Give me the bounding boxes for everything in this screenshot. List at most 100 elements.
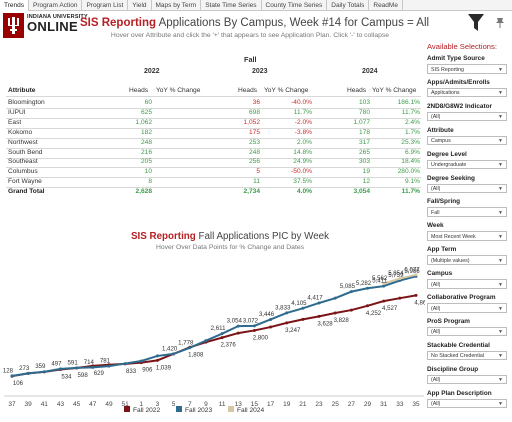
filter-dropdown[interactable]: Undergraduate ▼	[427, 159, 507, 170]
data-point[interactable]	[366, 304, 370, 308]
filter-dropdown[interactable]: (All) ▼	[427, 303, 507, 313]
data-label: 629	[94, 370, 105, 377]
filter-dropdown[interactable]: Applications ▼	[427, 87, 507, 98]
filter-dropdown[interactable]: Fall ▼	[427, 207, 507, 217]
table-row[interactable]: South Bend 216 248 14.8% 265 6.9%	[6, 149, 421, 159]
heads-2023-cell: 36	[252, 99, 260, 106]
data-point[interactable]	[285, 321, 289, 325]
tab-readme[interactable]: ReadMe	[369, 0, 403, 11]
applications-line-chart[interactable]: 37 39 41 43 45 47 49 51 1 3 5 7 9 11 13 15 17 19 21 23 25 27 2…	[0, 255, 425, 422]
grand-total-row: Grand Total 2,628 2,734 4.0% 3,054 11.7%	[6, 188, 421, 198]
tab-county-time-series[interactable]: County Time Series	[262, 0, 328, 11]
data-point[interactable]	[414, 273, 418, 277]
table-row[interactable]: IUPUI 625 698 11.7% 780 11.7%	[6, 109, 421, 119]
data-point[interactable]	[155, 358, 159, 362]
data-point[interactable]	[349, 290, 353, 294]
filter-dropdown[interactable]: (Multiple values) ▼	[427, 255, 507, 265]
x-tick-label: 13	[235, 401, 243, 408]
data-point[interactable]	[42, 370, 46, 374]
filter-label: App Plan Description	[427, 389, 492, 397]
table-row[interactable]: East 1,062 1,052 -2.0% 1,077 2.4%	[6, 119, 421, 129]
tab-yield[interactable]: Yield	[128, 0, 152, 11]
table-row[interactable]: Bloomington 60 36 -40.0% 103 186.1%	[6, 99, 421, 109]
table-row[interactable]: Southeast 205 256 24.9% 303 18.4%	[6, 158, 421, 168]
legend-swatch	[176, 406, 182, 412]
data-point[interactable]	[123, 362, 127, 366]
data-point[interactable]	[317, 314, 321, 318]
data-point[interactable]	[10, 374, 14, 378]
filter-icon[interactable]	[467, 13, 485, 33]
tab-program-action[interactable]: Program Action	[29, 0, 83, 11]
table-row[interactable]: Fort Wayne 8 11 37.5% 12 9.1%	[6, 178, 421, 188]
data-point[interactable]	[75, 366, 79, 370]
filter-dropdown[interactable]: No Stacked Credential ▼	[427, 350, 507, 361]
chevron-down-icon: ▼	[498, 186, 503, 192]
filter-dropdown[interactable]: (All) ▼	[427, 398, 507, 409]
heads-2024-cell: 103	[358, 99, 370, 106]
data-point[interactable]	[349, 308, 353, 312]
x-tick-label: 51	[122, 401, 130, 408]
data-point[interactable]	[333, 311, 337, 315]
data-point[interactable]	[236, 324, 240, 328]
filter-dropdown[interactable]: (All) ▼	[427, 183, 507, 193]
data-point[interactable]	[398, 277, 402, 281]
filter-dropdown[interactable]: (All) ▼	[427, 374, 507, 385]
row-attribute-label: IUPUI	[8, 108, 26, 116]
filter-dropdown[interactable]: SIS Reporting ▼	[427, 64, 507, 74]
tab-daily-totals[interactable]: Daily Totals	[327, 0, 370, 11]
data-point[interactable]	[382, 284, 386, 288]
data-point[interactable]	[285, 311, 289, 315]
heads-2022-cell: 248	[140, 138, 152, 146]
x-tick-label: 35	[412, 401, 420, 408]
data-point[interactable]	[252, 328, 256, 332]
row-attribute-label: Bloomington	[8, 99, 45, 106]
data-point[interactable]	[236, 331, 240, 335]
heads-2022-cell: 10	[144, 168, 152, 176]
data-point[interactable]	[301, 317, 305, 321]
data-point[interactable]	[333, 296, 337, 300]
filter-dropdown-value: Applications	[431, 90, 460, 97]
filter-dropdown-value: No Stacked Credential	[431, 353, 484, 360]
x-tick-label: 1	[139, 401, 143, 408]
data-point[interactable]	[139, 359, 143, 363]
data-point[interactable]	[317, 301, 321, 305]
table-row[interactable]: Columbus 10 5 -50.0% 19 280.0%	[6, 168, 421, 178]
data-point[interactable]	[26, 371, 30, 375]
filter-dropdown[interactable]: Most Recent Week ▼	[427, 231, 507, 241]
data-point[interactable]	[91, 365, 95, 369]
tab-trends[interactable]: Trends	[0, 0, 29, 11]
data-point[interactable]	[269, 325, 273, 329]
data-point[interactable]	[220, 332, 224, 336]
data-point[interactable]	[414, 293, 418, 297]
data-point[interactable]	[220, 336, 224, 340]
pin-icon[interactable]	[494, 16, 506, 28]
data-label: 3,828	[334, 317, 350, 324]
data-point[interactable]	[252, 324, 256, 328]
filter-dropdown[interactable]: (All) ▼	[427, 326, 507, 337]
table-row[interactable]: Northwest 248 253 2.0% 317 25.3%	[6, 139, 421, 149]
data-point[interactable]	[172, 352, 176, 356]
filter-dropdown[interactable]: (All) ▼	[427, 279, 507, 289]
table-row[interactable]: Kokomo 182 175 -3.8% 178 1.7%	[6, 129, 421, 139]
filter-dropdown[interactable]: (All) ▼	[427, 111, 507, 122]
data-point[interactable]	[366, 286, 370, 290]
data-point[interactable]	[188, 346, 192, 350]
data-point[interactable]	[382, 282, 386, 286]
data-label: 5,085	[340, 283, 356, 290]
data-point[interactable]	[398, 296, 402, 300]
grand-total-yoy-2024: 11.7%	[401, 188, 420, 196]
data-point[interactable]	[382, 299, 386, 303]
data-point[interactable]	[301, 306, 305, 310]
filter-dropdown[interactable]: Campus ▼	[427, 135, 507, 146]
chevron-down-icon: ▼	[498, 377, 503, 384]
legend-swatch	[228, 406, 234, 412]
data-point[interactable]	[269, 317, 273, 321]
tab-state-time-series[interactable]: State Time Series	[201, 0, 262, 11]
tab-maps-by-term[interactable]: Maps by Term	[152, 0, 202, 11]
data-point[interactable]	[107, 364, 111, 368]
data-point[interactable]	[58, 367, 62, 371]
data-point[interactable]	[204, 339, 208, 343]
tab-program-list[interactable]: Program List	[82, 0, 129, 11]
data-label: 1,420	[162, 345, 178, 352]
data-point[interactable]	[155, 354, 159, 358]
